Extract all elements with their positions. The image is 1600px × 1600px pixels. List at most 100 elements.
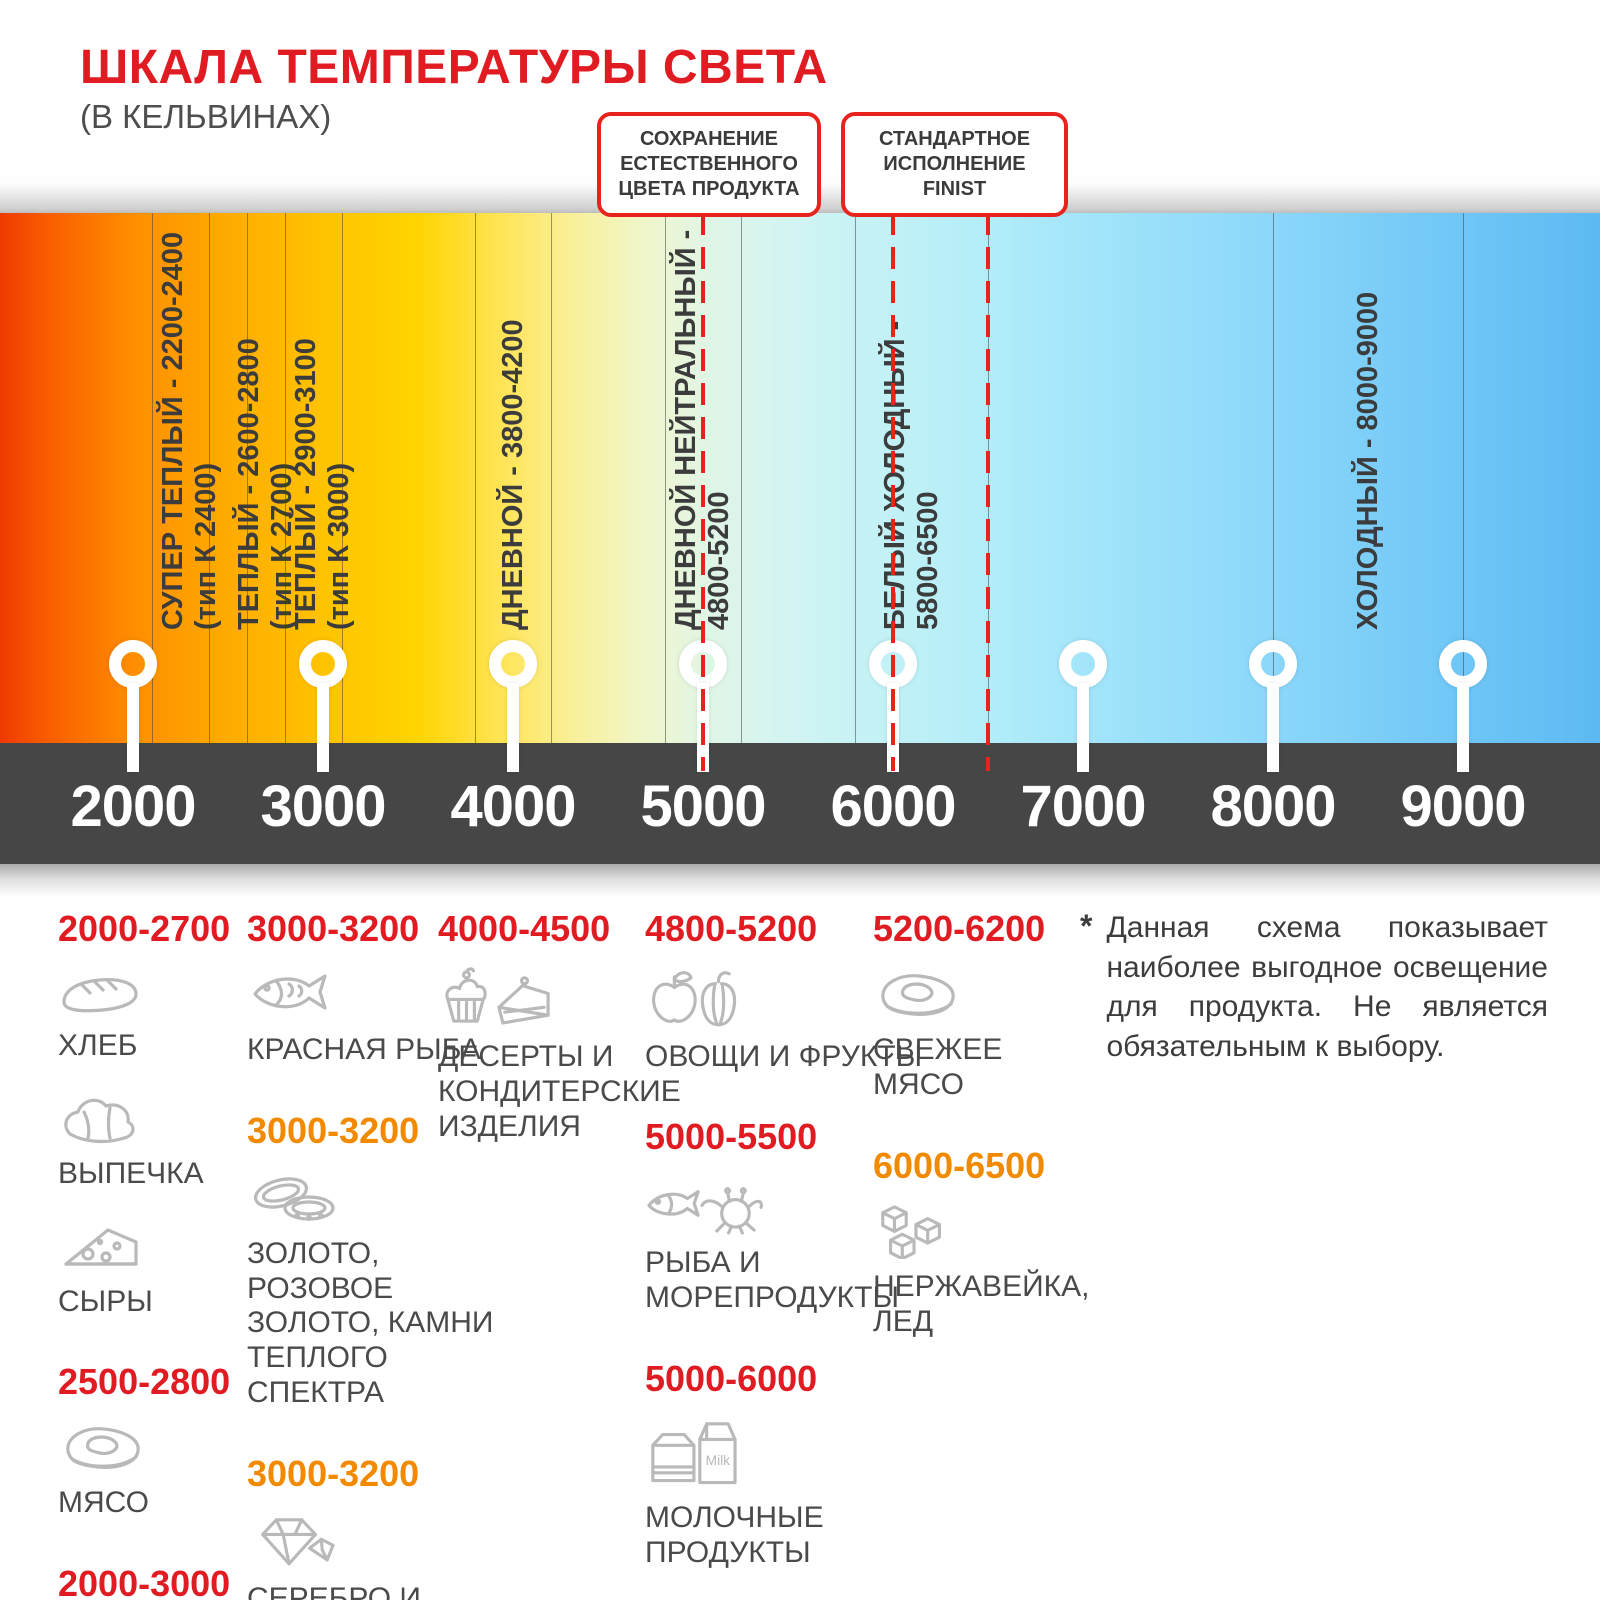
scale-pin-ring	[1249, 640, 1297, 688]
callout-finist-standard: СТАНДАРТНОЕ ИСПОЛНЕНИЕ FINIST	[841, 112, 1068, 217]
zone-boundary-line	[475, 213, 476, 743]
footnote-asterisk: *	[1080, 908, 1093, 944]
category-block: 5000-5500 РЫБА И МОРЕПРОДУКТЫ	[645, 1116, 960, 1316]
kelvin-range-header: 5000-5500	[645, 1116, 818, 1158]
kelvin-range-header: 4000-4500	[438, 908, 611, 949]
zone-label: ДНЕВНОЙ - 3800-4200	[497, 319, 530, 630]
kelvin-axis: 2000 3000 4000 5000 6000 7000 8000 9000	[0, 743, 1600, 864]
callout-line: FINIST	[922, 178, 987, 200]
zone-boundary-line	[1463, 213, 1464, 743]
category-entry: ОВОЩИ И ФРУКТЫ	[645, 966, 960, 1074]
category-entry: СВЕЖЕЕ МЯСО	[873, 966, 1083, 1103]
scale-pin-ring	[489, 640, 537, 688]
category-label: ЗОЛОТО, РОЗОВОЕ ЗОЛОТО, КАМНИ ТЕПЛОГО СП…	[247, 1236, 494, 1409]
zone-boundary-line	[665, 213, 666, 743]
category-entry: ДЕСЕРТЫ И КОНДИТЕРСКИЕ ИЗДЕЛИЯ	[438, 966, 681, 1144]
callout-line: СОХРАНЕНИЕ	[639, 128, 779, 150]
diamond-icon	[247, 1511, 495, 1577]
category-label: МОЛОЧНЫЕ ПРОДУКТЫ	[645, 1501, 824, 1570]
kelvin-range-header: 6000-6500	[873, 1144, 1046, 1186]
category-label: СЫРЫ	[58, 1284, 153, 1318]
meat-icon	[873, 966, 1083, 1027]
category-entry: СЕРЕБРО И БРИЛЛИАНТЫ	[247, 1511, 495, 1600]
kelvin-range-header: 5000-6000	[645, 1358, 818, 1400]
category-block: 2000-3000АКОГОЛЬ	[58, 1563, 243, 1600]
zone-boundary-line	[209, 213, 210, 743]
zone-boundary-line	[247, 213, 248, 743]
category-label: РЫБА И МОРЕПРОДУКТЫ	[645, 1246, 900, 1315]
footnote: * Данная схема показывает наиболее выгод…	[1080, 908, 1548, 1066]
category-entry: ВЫПЕЧКА	[58, 1088, 243, 1192]
scale-pin-ring	[109, 640, 157, 688]
zone-label-line: ТЕПЛЫЙ - 2900-3100	[290, 338, 322, 630]
zone-label-line: (тип К 3000)	[323, 462, 355, 630]
meat-icon	[58, 1419, 243, 1480]
category-entry: МЯСО	[58, 1419, 243, 1521]
category-label: НЕРЖАВЕЙКА, ЛЕД	[873, 1270, 1090, 1339]
axis-tick-9000: 9000	[1400, 774, 1526, 839]
zone-label: ТЕПЛЫЙ - 2900-3100 (тип К 3000)	[290, 338, 356, 630]
category-entry: ХЛЕБ	[58, 966, 243, 1064]
zone-label-line: ХОЛОДНЫЙ - 8000-9000	[1351, 291, 1384, 630]
desserts-icon	[438, 966, 648, 1034]
zone-label: СУПЕР ТЕПЛЫЙ - 2200-2400 (тип К 2400)	[157, 232, 223, 630]
kelvin-range-header: 2000-3000	[58, 1563, 231, 1600]
category-column-5: 5200-6200 СВЕЖЕЕ МЯСО 6000-6500 НЕРЖАВЕЙКА,…	[873, 908, 1090, 1382]
fish-icon	[247, 966, 495, 1027]
scale-pin-ring	[299, 640, 347, 688]
kelvin-range-header: 3000-3200	[247, 1109, 420, 1151]
category-entry: ЗАМОРОЖЕННЫЕ ПОЛУФАБРИКАТЫ	[645, 1595, 960, 1600]
kelvin-range-header: 4800-5200	[645, 908, 818, 949]
scale-pin-ring	[1059, 640, 1107, 688]
zone-label-line: ТЕПЛЫЙ - 2600-2800	[233, 338, 265, 630]
callout-natural-color: СОХРАНЕНИЕ ЕСТЕСТВЕННОГО ЦВЕТА ПРОДУКТА	[597, 112, 821, 217]
zone-label-line: СУПЕР ТЕПЛЫЙ - 2200-2400	[157, 231, 189, 630]
scale-pin-ring	[1439, 640, 1487, 688]
zone-boundary-line	[1273, 213, 1274, 743]
kelvin-range-header: 3000-3200	[247, 908, 420, 949]
scale-pin-stem	[1077, 683, 1089, 772]
callout-line: ЕСТЕСТВЕННОГО	[620, 153, 798, 175]
category-block: 6000-6500 НЕРЖАВЕЙКА, ЛЕД	[873, 1144, 1090, 1340]
frozen-icon	[645, 1595, 960, 1600]
category-entry: ЗОЛОТО, РОЗОВОЕ ЗОЛОТО, КАМНИ ТЕПЛОГО СП…	[247, 1168, 495, 1411]
axis-tick-6000: 6000	[830, 774, 956, 839]
callout-line: СТАНДАРТНОЕ	[878, 128, 1031, 150]
cheese-icon	[58, 1216, 243, 1279]
axis-tick-3000: 3000	[260, 774, 386, 839]
kelvin-range-header: 2000-2700	[58, 908, 231, 949]
category-block: 3000-3200 КРАСНАЯ РЫБА	[247, 908, 495, 1068]
zone-label: БЕЛЫЙ ХОЛОДНЫЙ -5800-6500	[879, 321, 945, 630]
category-block: 3000-3200 ЗОЛОТО, РОЗОВОЕ ЗОЛОТО, КАМНИ Т…	[247, 1110, 495, 1411]
scale-pin-stem	[127, 683, 139, 772]
category-column-1: 2000-2700 ХЛЕБ ВЫПЕЧКА СЫРЫ 2500-2800 МЯСО 200…	[58, 908, 243, 1600]
category-label: СЕРЕБРО И БРИЛЛИАНТЫ	[247, 1582, 421, 1600]
page-title: ШКАЛА ТЕМПЕРАТУРЫ СВЕТА	[80, 41, 828, 94]
zone-label-line: (тип К 2400)	[190, 462, 222, 630]
zone-boundary-line	[551, 213, 552, 743]
axis-tick-5000: 5000	[640, 774, 766, 839]
category-block: 3000-3200 СЕРЕБРО И БРИЛЛИАНТЫ	[247, 1453, 495, 1600]
vegetables-icon	[645, 966, 960, 1034]
zone-boundary-line	[741, 213, 742, 743]
category-label: ОВОЩИ И ФРУКТЫ	[645, 1039, 923, 1073]
category-label: СВЕЖЕЕ МЯСО	[873, 1033, 1003, 1101]
ice-icon	[873, 1203, 1083, 1265]
category-block: 2500-2800 МЯСО	[58, 1361, 243, 1521]
red-dashed-guide	[986, 213, 990, 771]
zone-boundary-line	[342, 213, 343, 743]
category-block: 5200-6200 СВЕЖЕЕ МЯСО	[873, 908, 1083, 1103]
zone-label-line: БЕЛЫЙ ХОЛОДНЫЙ -	[879, 320, 911, 630]
temperature-scale: СУПЕР ТЕПЛЫЙ - 2200-2400 (тип К 2400) ТЕПЛ…	[0, 213, 1600, 772]
category-block: 5000-6000 Milk МОЛОЧНЫЕ ПРОДУКТЫ ЗАМОРОЖЕНН…	[645, 1358, 960, 1600]
footnote-text: Данная схема показывает наиболее выгодно…	[1106, 911, 1548, 1063]
rings-icon	[247, 1168, 495, 1231]
bottom-shadow-band	[0, 864, 1600, 897]
category-label: МЯСО	[58, 1486, 149, 1520]
page-subtitle: (В КЕЛЬВИНАХ)	[80, 98, 332, 135]
zone-label-line: 5800-6500	[912, 491, 944, 630]
kelvin-range-header: 2500-2800	[58, 1361, 231, 1403]
axis-tick-8000: 8000	[1210, 774, 1336, 839]
category-label: КРАСНАЯ РЫБА	[247, 1033, 481, 1066]
